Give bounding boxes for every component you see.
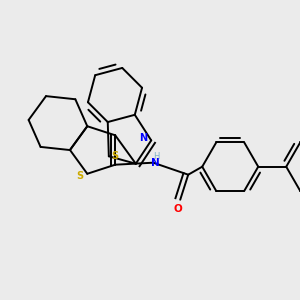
Text: O: O (174, 204, 183, 214)
Text: S: S (111, 151, 118, 161)
Text: S: S (77, 171, 84, 181)
Text: N: N (139, 134, 147, 143)
Text: H: H (153, 152, 159, 161)
Text: N: N (151, 158, 160, 168)
